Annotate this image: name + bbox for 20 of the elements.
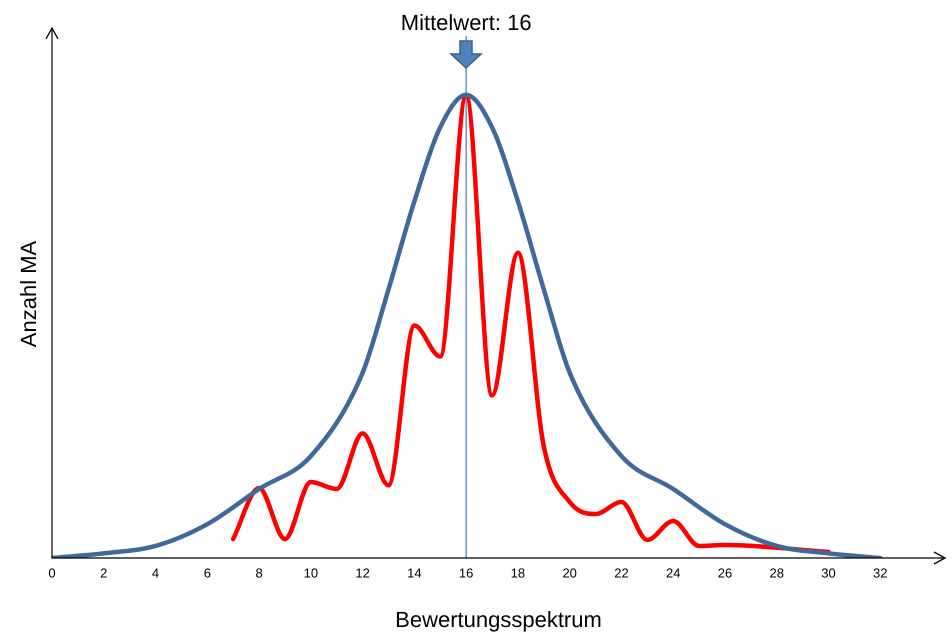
x-tick-label: 4: [152, 565, 160, 580]
x-tick-label: 12: [355, 565, 370, 580]
x-tick-label: 16: [458, 565, 474, 580]
x-tick-label: 18: [510, 565, 526, 580]
ref-line-label: Mittelwert: 16: [400, 10, 532, 36]
x-tick-label: 2: [100, 565, 108, 580]
x-tick-label: 6: [204, 565, 211, 580]
x-tick-label: 30: [821, 565, 836, 580]
x-tick-label: 32: [873, 565, 888, 580]
x-tick-label: 20: [562, 565, 577, 580]
x-axis-title: Bewertungsspektrum: [395, 606, 602, 632]
x-tick-label: 0: [48, 565, 56, 580]
x-tick-label: 28: [770, 565, 784, 580]
x-tick-label: 8: [255, 565, 263, 580]
x-tick-label: 26: [718, 565, 732, 580]
y-axis-title: Anzahl MA: [16, 240, 42, 348]
x-tick-label: 22: [614, 565, 629, 580]
x-tick-label: 14: [407, 565, 422, 580]
x-tick-label: 24: [666, 565, 680, 580]
x-tick-label: 10: [304, 565, 318, 580]
